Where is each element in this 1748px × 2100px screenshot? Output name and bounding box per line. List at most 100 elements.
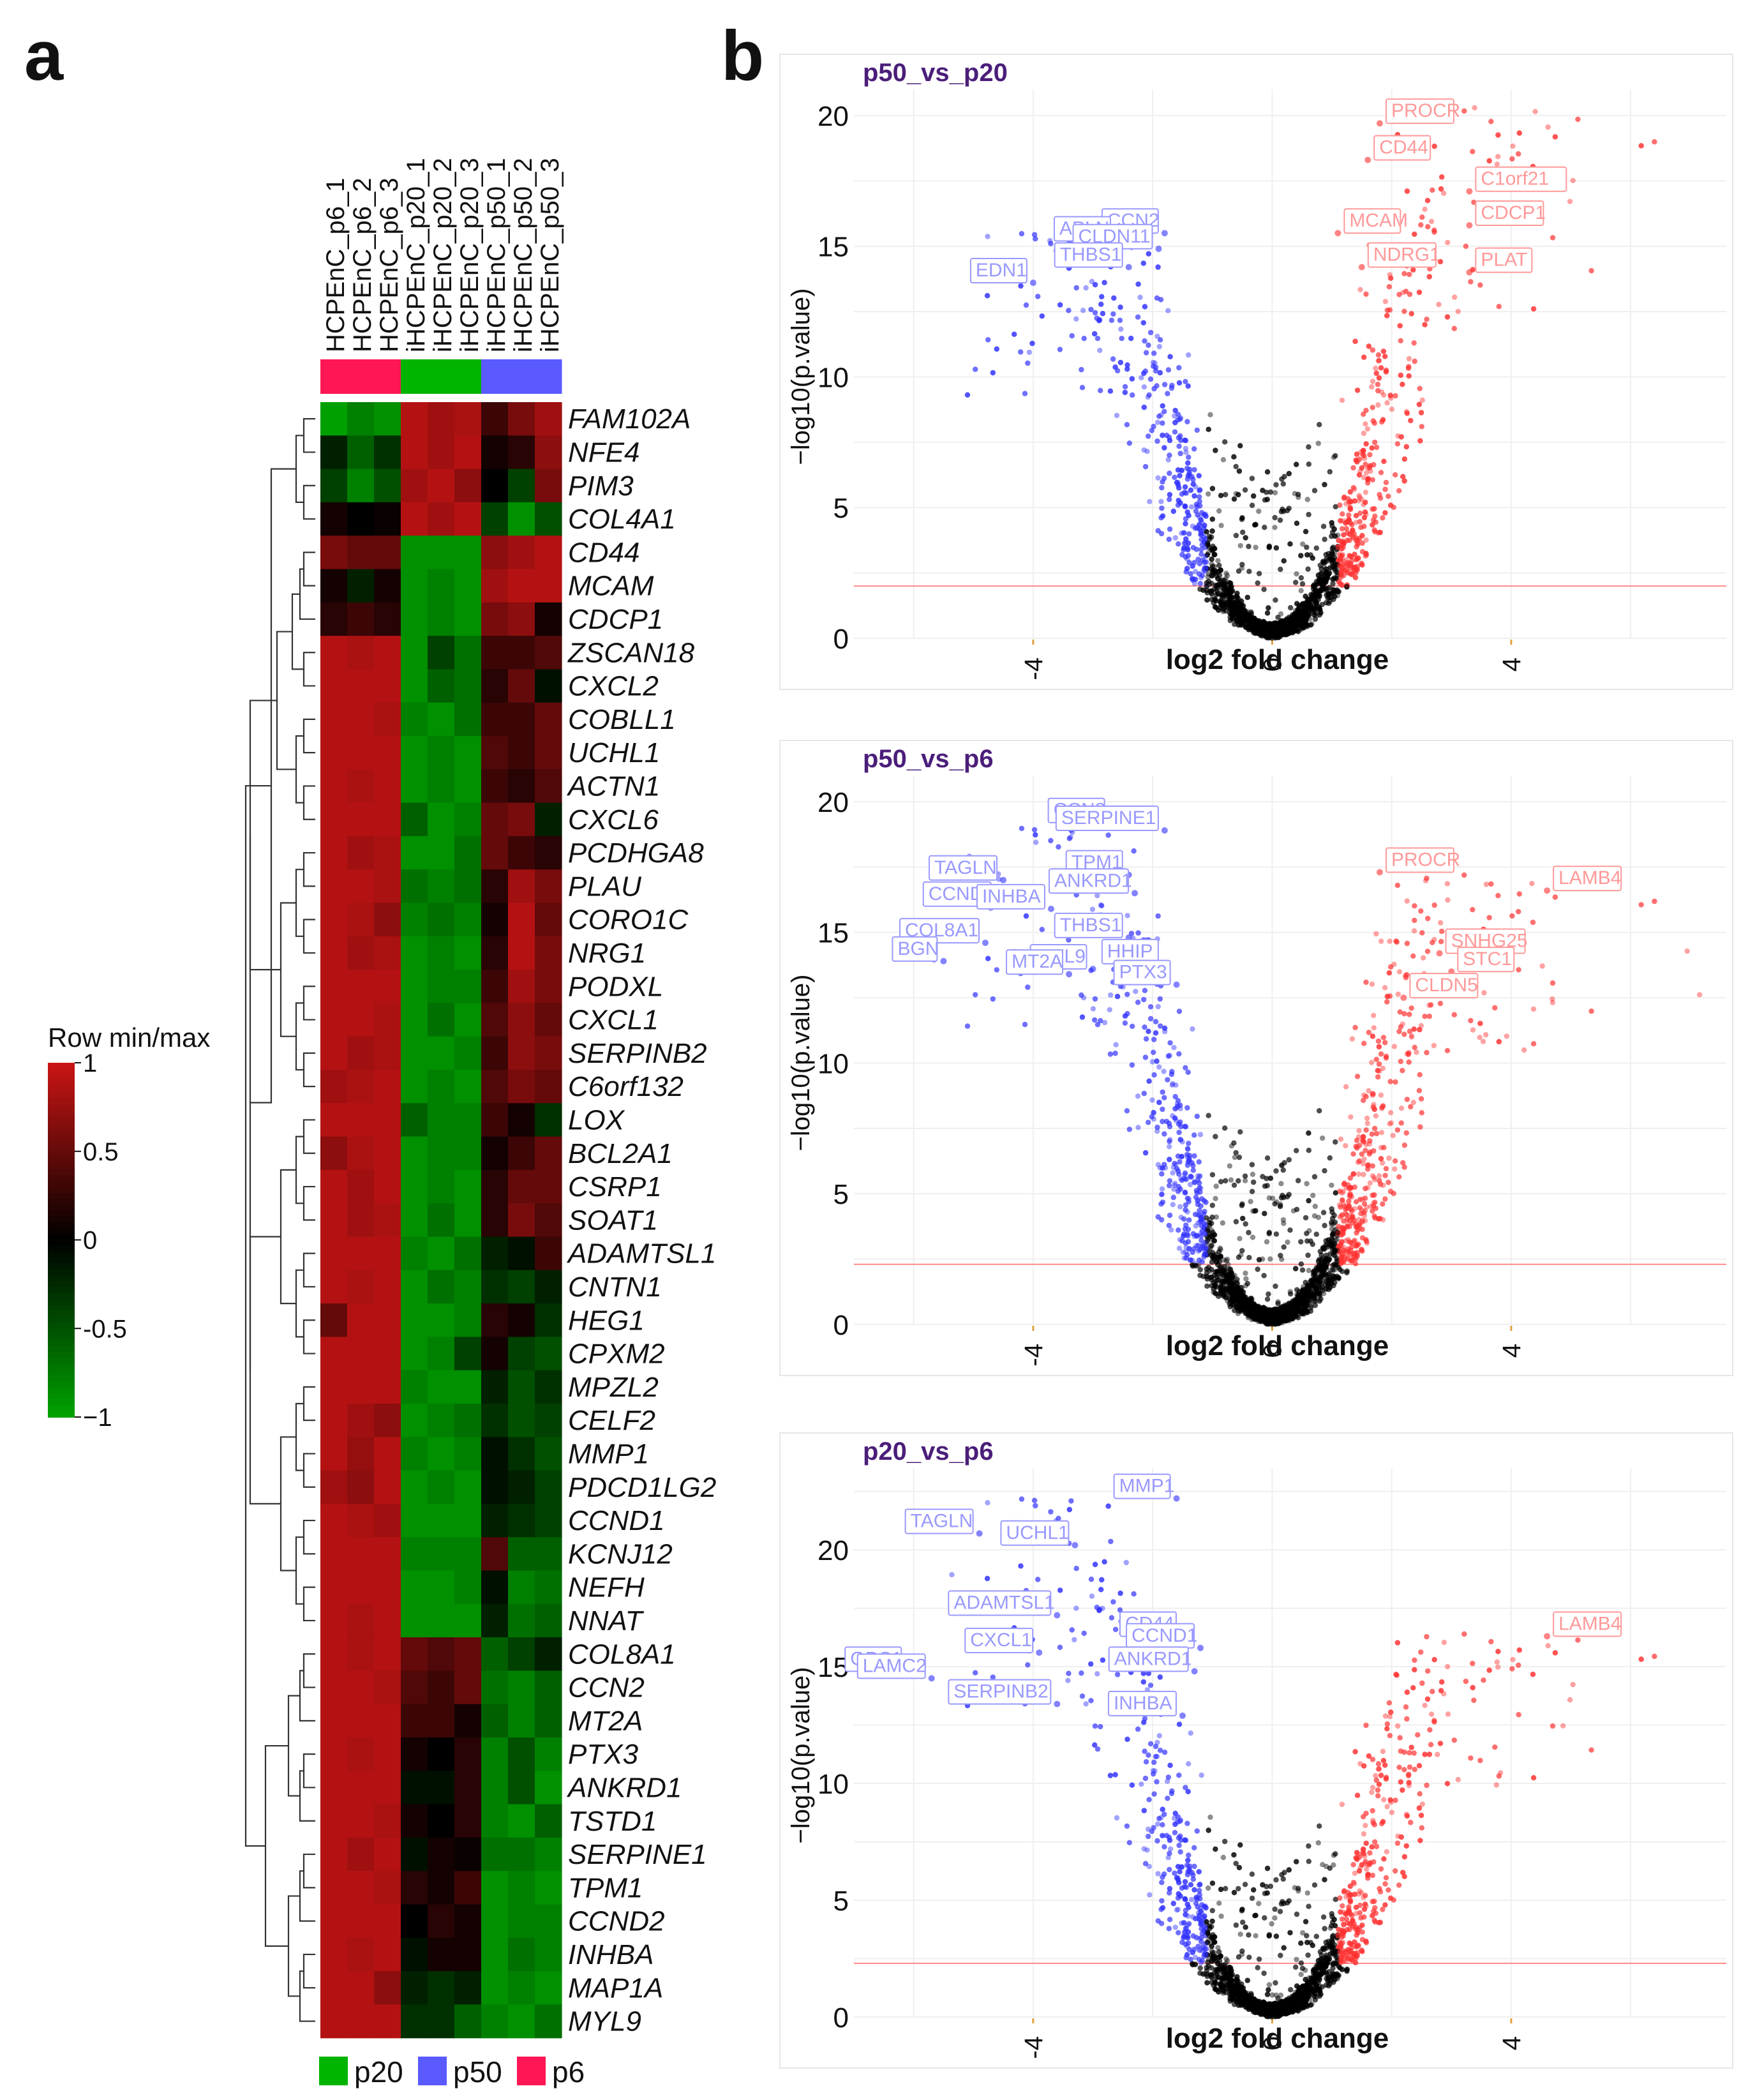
gene-label: CCND2 bbox=[568, 1906, 665, 1937]
gene-point bbox=[1202, 527, 1208, 533]
gene-point bbox=[1373, 365, 1378, 371]
gene-point bbox=[1373, 931, 1379, 937]
gene-point bbox=[1345, 560, 1351, 566]
gene-point bbox=[1237, 1236, 1243, 1241]
dendrogram-branch bbox=[303, 1853, 315, 1889]
gene-point bbox=[1244, 594, 1251, 601]
gene-label: COBLL1 bbox=[568, 704, 676, 735]
gene-label: CNTN1 bbox=[568, 1271, 662, 1303]
gene-point bbox=[1408, 417, 1414, 424]
gene-point bbox=[1183, 446, 1189, 451]
heatmap-cell bbox=[454, 1971, 482, 2005]
heatmap-cell bbox=[320, 1971, 348, 2005]
gene-point bbox=[1191, 467, 1197, 473]
gene-point bbox=[1231, 496, 1237, 502]
gene-point bbox=[1287, 622, 1294, 628]
gene-point bbox=[1322, 536, 1327, 543]
gene-point bbox=[1224, 604, 1230, 610]
gene-point bbox=[1303, 602, 1309, 608]
gene-point bbox=[1369, 384, 1375, 390]
gene-point bbox=[1142, 304, 1148, 310]
gene-point bbox=[1437, 259, 1444, 265]
gene-point bbox=[1281, 627, 1288, 633]
gene-point bbox=[1438, 186, 1444, 192]
gene-point bbox=[1213, 570, 1218, 576]
heatmap-cell bbox=[481, 869, 509, 904]
gene-point bbox=[1308, 622, 1313, 628]
group-legend-label: p6 bbox=[552, 2055, 585, 2089]
gene-point bbox=[1149, 1097, 1155, 1103]
heatmap-cell bbox=[401, 1904, 428, 1939]
gene-point bbox=[1274, 630, 1280, 636]
heatmap-cell bbox=[401, 2004, 428, 2039]
gene-point bbox=[1124, 422, 1130, 428]
heatmap-cell bbox=[428, 1203, 455, 1238]
gene-point bbox=[1325, 592, 1331, 597]
gene-point bbox=[1303, 620, 1308, 626]
gene-point bbox=[1229, 606, 1234, 611]
gene-point bbox=[1238, 598, 1244, 604]
gene-point bbox=[1157, 370, 1163, 376]
gene-point bbox=[1155, 264, 1161, 270]
gene-point bbox=[1301, 617, 1307, 623]
heatmap-cell bbox=[320, 435, 348, 470]
gene-point bbox=[1329, 551, 1335, 557]
gene-point bbox=[1363, 470, 1370, 476]
gene-point bbox=[1418, 410, 1424, 416]
gene-point bbox=[1257, 630, 1262, 636]
color-scale-step bbox=[48, 1370, 75, 1377]
gene-point bbox=[1303, 610, 1308, 616]
heatmap-cell bbox=[428, 669, 455, 703]
heatmap-cell bbox=[374, 1036, 401, 1070]
gene-point bbox=[1570, 177, 1576, 183]
heatmap-cell bbox=[374, 502, 401, 536]
gene-point bbox=[1283, 617, 1289, 623]
gene-point bbox=[1510, 143, 1516, 149]
gene-point bbox=[1184, 566, 1190, 571]
gene-point bbox=[1352, 551, 1357, 557]
gene-point bbox=[1273, 622, 1279, 627]
heatmap-cell bbox=[374, 636, 401, 670]
heatmap-cell bbox=[347, 1603, 375, 1638]
heatmap-cell bbox=[481, 1270, 509, 1304]
gene-point bbox=[1250, 624, 1257, 630]
gene-point bbox=[1023, 302, 1029, 308]
heatmap-cell bbox=[508, 970, 535, 1003]
gene-point bbox=[1215, 576, 1221, 581]
gene-point bbox=[1252, 627, 1258, 633]
gene-point bbox=[1388, 395, 1394, 401]
gene-point bbox=[1129, 376, 1135, 382]
gene-point bbox=[1073, 285, 1079, 291]
heatmap-cell bbox=[320, 536, 348, 570]
gene-point bbox=[1368, 468, 1373, 474]
gene-label: NRG1 bbox=[568, 938, 646, 969]
gene-point bbox=[1284, 627, 1290, 633]
heatmap-cell bbox=[535, 836, 562, 870]
gene-point bbox=[1588, 267, 1594, 274]
dendrogram-branch bbox=[303, 1519, 315, 1555]
gene-point bbox=[1393, 393, 1398, 399]
gene-point bbox=[1198, 517, 1204, 523]
heatmap-cell bbox=[320, 702, 348, 737]
gene-point bbox=[1311, 596, 1317, 602]
gene-point bbox=[1249, 627, 1255, 633]
gene-point bbox=[1233, 532, 1239, 539]
gene-point bbox=[1107, 388, 1114, 394]
gene-point bbox=[1276, 624, 1282, 630]
gene-point bbox=[1347, 489, 1354, 495]
heatmap-cell bbox=[481, 502, 509, 536]
heatmap-cell bbox=[454, 1236, 482, 1271]
gene-point bbox=[1140, 320, 1147, 326]
gene-point bbox=[1375, 387, 1381, 394]
gene-point bbox=[1204, 552, 1211, 558]
gene-point bbox=[1372, 529, 1378, 535]
gene-point bbox=[1255, 580, 1260, 586]
heatmap-cell bbox=[374, 1003, 401, 1037]
panel-a-letter: a bbox=[24, 17, 64, 95]
gene-point bbox=[1339, 546, 1345, 551]
gene-point bbox=[1169, 1082, 1176, 1088]
gene-point bbox=[1171, 1045, 1177, 1051]
gene-point bbox=[1532, 109, 1538, 114]
heatmap-cell bbox=[374, 402, 401, 436]
gene-point bbox=[1382, 985, 1388, 991]
